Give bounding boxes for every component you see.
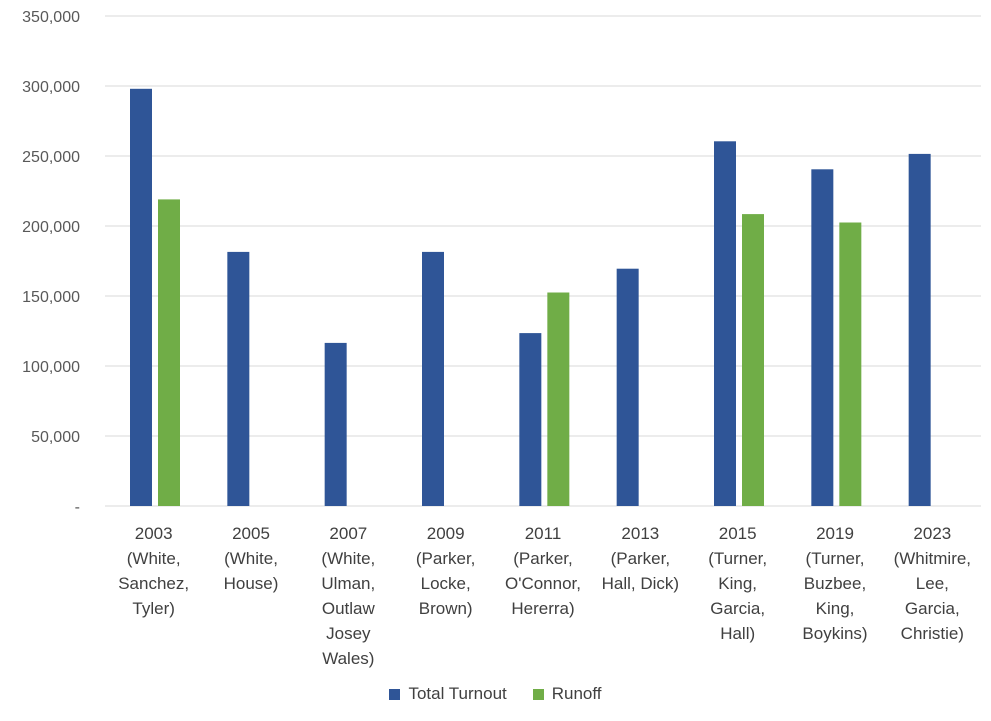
x-tick-label-line: (Whitmire,: [894, 549, 971, 568]
gridlines: [105, 15, 981, 507]
x-tick-label: 2007 (White, Ulman, Outlaw Josey Wales): [321, 524, 375, 668]
x-tick-label-line: 2003: [135, 524, 173, 543]
legend-item-runoff: Runoff: [532, 684, 602, 704]
legend-label-runoff: Runoff: [551, 684, 602, 703]
x-tick-label: 2013 (Parker, Hall, Dick): [602, 524, 679, 593]
x-tick-label-line: King,: [816, 599, 855, 618]
x-tick-label-line: House): [224, 574, 279, 593]
y-tick-label: -: [75, 499, 80, 516]
x-tick-label-line: O'Connor,: [505, 574, 581, 593]
x-tick-label-line: 2015: [719, 524, 757, 543]
y-tick-label: 150,000: [22, 289, 80, 306]
bar-total-turnout: [130, 88, 152, 507]
x-tick-label-line: King,: [718, 574, 757, 593]
bar-total-turnout: [714, 141, 736, 507]
bar-total-turnout: [227, 251, 250, 506]
legend-item-total-turnout: Total Turnout: [389, 684, 507, 704]
x-tick-label-line: 2005: [232, 524, 270, 543]
turnout-bar-chart: - 50,000 100,000 150,000 200,000 250,000 300,0…: [22, 9, 981, 668]
bar-total-turnout: [908, 153, 931, 506]
x-tick-label: 2009 (Parker, Locke, Brown): [416, 524, 476, 618]
x-tick-label-line: Garcia,: [710, 599, 765, 618]
x-tick-label-line: (Parker,: [611, 549, 671, 568]
x-tick-label-line: (Parker,: [416, 549, 476, 568]
bars: [130, 88, 931, 507]
bar-runoff: [742, 214, 764, 506]
x-tick-label: 2023 (Whitmire, Lee, Garcia, Christie): [894, 524, 971, 643]
x-tick-label-line: (Turner,: [708, 549, 767, 568]
x-tick-label-line: Ulman,: [321, 574, 375, 593]
x-tick-label-line: Boykins): [802, 624, 867, 643]
legend-swatch-runoff: [532, 688, 544, 700]
x-tick-label-line: Sanchez,: [118, 574, 189, 593]
bar-runoff: [839, 222, 862, 506]
x-tick-label: 2003 (White, Sanchez, Tyler): [118, 524, 189, 618]
x-tick-label: 2015 (Turner, King, Garcia, Hall): [708, 524, 767, 643]
x-tick-label-line: 2013: [621, 524, 659, 543]
y-tick-label: 300,000: [22, 79, 80, 96]
x-tick-label-line: 2009: [427, 524, 465, 543]
x-tick-label-line: (White,: [321, 549, 375, 568]
bar-total-turnout: [811, 169, 834, 507]
x-tick-label-line: Brown): [419, 599, 473, 618]
legend: Total Turnout Runoff: [0, 684, 991, 704]
x-tick-label-line: Hall, Dick): [602, 574, 679, 593]
x-tick-label: 2005 (White, House): [224, 524, 279, 593]
x-tick-label-line: Hererra): [511, 599, 574, 618]
x-tick-label-line: 2023: [913, 524, 951, 543]
bar-total-turnout: [422, 251, 444, 506]
x-tick-label-line: Buzbee,: [804, 574, 866, 593]
x-tick-label-line: Locke,: [421, 574, 471, 593]
x-tick-label-line: (White,: [224, 549, 278, 568]
bar-runoff: [158, 199, 180, 506]
x-tick-label-line: Josey: [326, 624, 371, 643]
bar-total-turnout: [324, 342, 347, 506]
bar-total-turnout: [519, 333, 542, 506]
x-tick-label-line: Outlaw: [322, 599, 376, 618]
y-tick-label: 250,000: [22, 149, 80, 166]
x-tick-label-line: Tyler): [132, 599, 175, 618]
legend-swatch-total-turnout: [389, 688, 401, 700]
x-tick-label: 2019 (Turner, Buzbee, King, Boykins): [802, 524, 867, 643]
bar-runoff: [547, 292, 570, 506]
x-tick-label-line: (Parker,: [513, 549, 573, 568]
x-tick-label-line: Wales): [322, 649, 374, 668]
x-tick-label-line: Hall): [720, 624, 755, 643]
x-tick-label-line: 2011: [525, 524, 562, 543]
y-tick-label: 100,000: [22, 359, 80, 376]
x-tick-label-line: Lee,: [916, 574, 949, 593]
bar-total-turnout: [616, 268, 639, 506]
y-tick-label: 50,000: [31, 429, 80, 446]
y-axis: - 50,000 100,000 150,000 200,000 250,000 300,0…: [22, 9, 80, 516]
x-tick-label-line: 2007: [329, 524, 367, 543]
y-tick-label: 350,000: [22, 9, 80, 26]
x-axis: 2003 (White, Sanchez, Tyler) 2005 (White, Hous…: [118, 524, 971, 668]
x-tick-label-line: Christie): [901, 624, 964, 643]
x-tick-label-line: 2019: [816, 524, 854, 543]
y-tick-label: 200,000: [22, 219, 80, 236]
legend-label-total-turnout: Total Turnout: [408, 684, 507, 703]
x-tick-label-line: (White,: [127, 549, 181, 568]
x-tick-label-line: Garcia,: [905, 599, 960, 618]
x-tick-label: 2011 (Parker, O'Connor, Hererra): [505, 524, 581, 618]
x-tick-label-line: (Turner,: [806, 549, 865, 568]
